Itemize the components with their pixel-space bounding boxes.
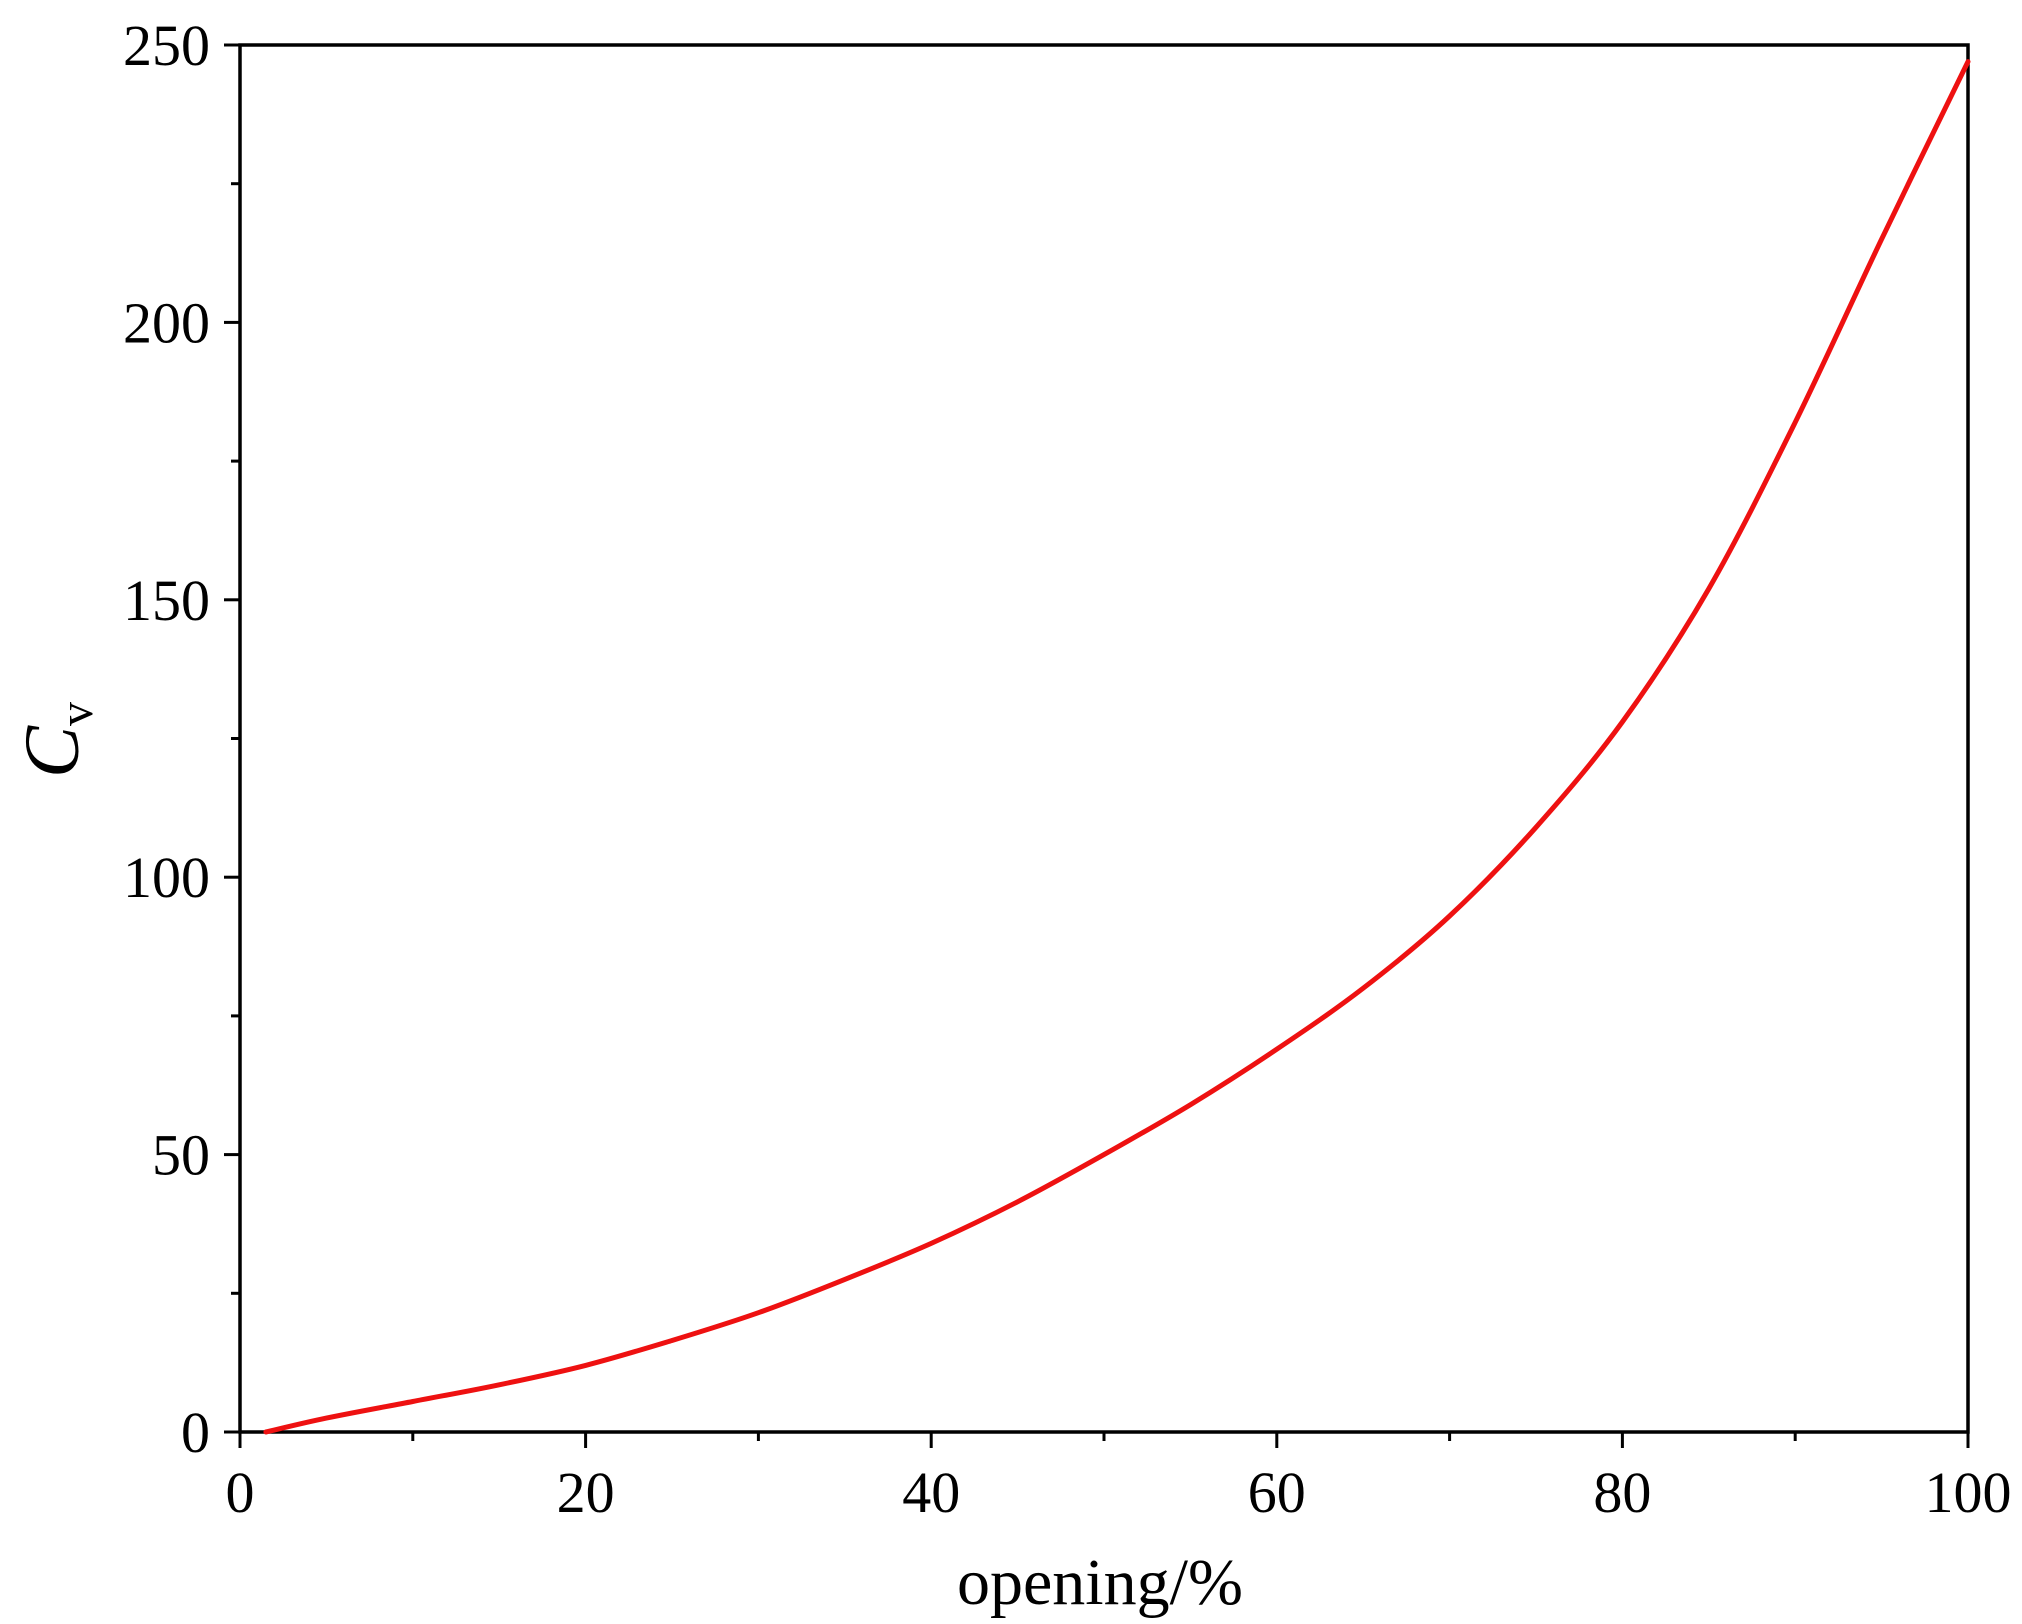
y-axis-label-main: C xyxy=(8,725,95,778)
series-line xyxy=(263,59,1971,1435)
y-axis-label-subscript: v xyxy=(50,702,103,726)
x-tick-label: 100 xyxy=(1925,1460,2012,1525)
axis-ticks xyxy=(224,43,1970,1448)
x-axis-label: opening/% xyxy=(957,1546,1243,1619)
y-tick-label: 150 xyxy=(123,568,210,633)
y-tick-label: 0 xyxy=(181,1400,210,1465)
x-tick-label: 60 xyxy=(1248,1460,1306,1525)
y-axis-label: Cv xyxy=(8,702,103,778)
y-tick-label: 100 xyxy=(123,845,210,910)
x-tick-label: 0 xyxy=(226,1460,255,1525)
plot-frame xyxy=(238,43,1970,1434)
plot-border xyxy=(238,43,1970,1434)
x-tick-label: 80 xyxy=(1593,1460,1651,1525)
svg-text:Cv: Cv xyxy=(8,702,103,778)
tick-labels: 0 20 40 60 80 100 0 50 100 150 200 250 xyxy=(123,13,2012,1525)
y-tick-label: 50 xyxy=(152,1123,210,1188)
x-tick-label: 20 xyxy=(557,1460,615,1525)
y-tick-label: 250 xyxy=(123,13,210,78)
x-tick-label: 40 xyxy=(902,1460,960,1525)
series-layer xyxy=(263,59,1971,1435)
y-tick-label: 200 xyxy=(123,290,210,355)
